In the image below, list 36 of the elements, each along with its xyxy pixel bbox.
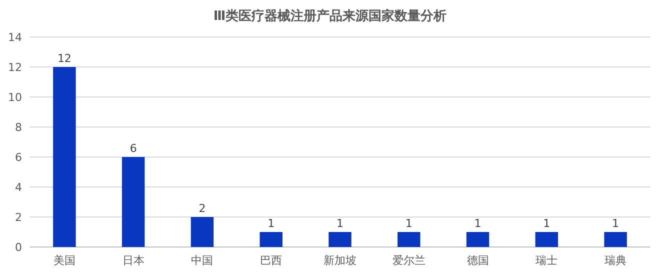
bar xyxy=(328,232,352,247)
x-tick-label: 巴西 xyxy=(260,254,282,267)
y-tick-label: 12 xyxy=(8,61,22,74)
x-tick-label: 瑞士 xyxy=(536,254,558,267)
chart-title: Ⅲ类医疗器械注册产品来源国家数量分析 xyxy=(213,8,447,24)
y-tick-label: 0 xyxy=(15,241,22,254)
data-label: 1 xyxy=(474,217,482,230)
x-tick-label: 德国 xyxy=(466,254,489,267)
x-tick-label: 美国 xyxy=(53,254,76,267)
bar xyxy=(53,67,76,247)
bar xyxy=(604,232,627,247)
bar xyxy=(398,232,420,247)
y-tick-label: 14 xyxy=(8,31,22,44)
data-label: 1 xyxy=(543,217,550,230)
data-label: 6 xyxy=(130,142,137,155)
x-tick-label: 爱尔兰 xyxy=(392,254,426,267)
data-label: 1 xyxy=(336,217,344,230)
x-tick-label: 新加坡 xyxy=(324,254,356,267)
bar xyxy=(122,157,145,247)
data-label: 12 xyxy=(57,52,72,65)
data-label: 1 xyxy=(268,217,275,230)
bar xyxy=(535,232,558,247)
data-label: 2 xyxy=(198,202,206,215)
data-label: 1 xyxy=(405,217,412,230)
y-tick-label: 4 xyxy=(15,181,22,194)
x-tick-label: 日本 xyxy=(122,254,144,267)
y-tick-label: 8 xyxy=(15,121,22,134)
bar xyxy=(466,232,490,247)
data-label: 1 xyxy=(612,217,620,230)
x-tick-label: 瑞典 xyxy=(604,254,627,267)
x-tick-label: 中国 xyxy=(191,254,214,267)
bar xyxy=(260,232,282,247)
y-tick-label: 2 xyxy=(15,211,22,224)
y-tick-label: 10 xyxy=(8,91,22,104)
y-tick-label: 6 xyxy=(15,151,22,164)
bar xyxy=(190,217,214,247)
